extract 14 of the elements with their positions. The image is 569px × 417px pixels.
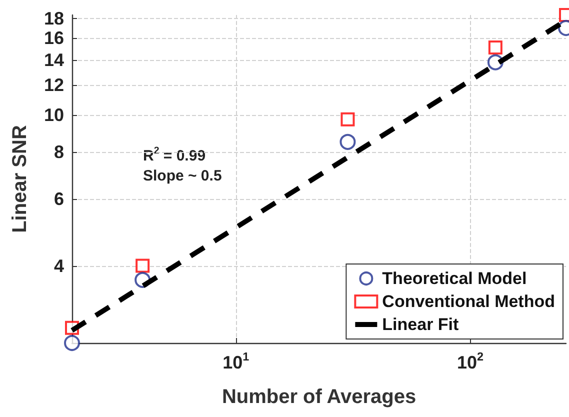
y-tick-label: 12 (44, 75, 64, 96)
y-tick-label: 18 (44, 8, 64, 29)
y-tick-label: 4 (54, 256, 64, 276)
legend-label: Conventional Method (382, 292, 556, 311)
legend-label: Theoretical Model (382, 269, 527, 288)
y-tick-label: 8 (54, 142, 64, 162)
y-tick-label: 10 (44, 105, 64, 126)
y-tick-label: 16 (44, 28, 64, 48)
x-axis-title: Number of Averages (222, 386, 416, 408)
annotation: Slope ~ 0.5 (143, 168, 222, 184)
legend-label: Linear Fit (382, 315, 460, 334)
y-tick-label: 14 (44, 50, 64, 70)
y-tick-label: 6 (54, 189, 64, 210)
y-axis-title: Linear SNR (9, 124, 31, 233)
